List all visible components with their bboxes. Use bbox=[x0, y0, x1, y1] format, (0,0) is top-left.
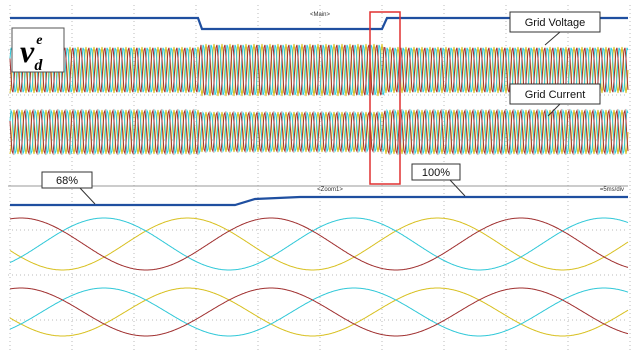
start-level-callout: 68% bbox=[56, 175, 78, 187]
main-label: <Main> bbox=[310, 12, 331, 18]
grid-current-callout: Grid Current bbox=[525, 89, 586, 101]
zoom-label: <Zoom1> bbox=[317, 187, 343, 193]
grid-voltage-callout: Grid Voltage bbox=[525, 17, 586, 29]
time-scale: =5ms/div bbox=[600, 187, 624, 193]
symbol-base: v bbox=[20, 33, 35, 69]
symbol-superscript: e bbox=[36, 33, 42, 48]
scope-screenshot: <Main> <Zoom1> =5ms/div ved Grid Voltage… bbox=[0, 0, 633, 358]
symbol-subscript: d bbox=[34, 57, 43, 74]
end-level-callout: 100% bbox=[422, 167, 450, 179]
